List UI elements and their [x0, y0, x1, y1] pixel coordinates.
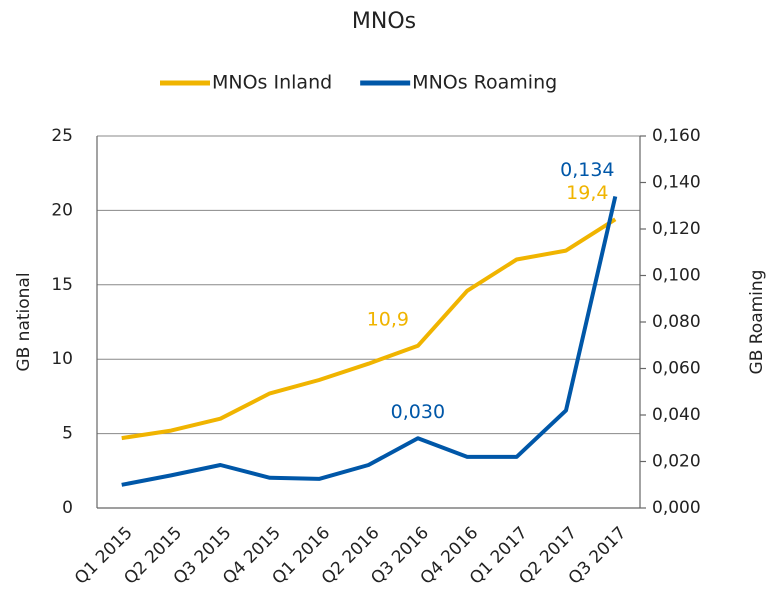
chart-title: MNOs [352, 9, 416, 34]
data-label: 10,9 [367, 308, 409, 330]
y2-tick-label: 0,060 [652, 359, 701, 379]
data-label: 0,134 [560, 159, 614, 181]
y2-tick-label: 0,120 [652, 219, 701, 239]
y-tick-label: 5 [62, 424, 73, 444]
y2-tick-label: 0,100 [652, 266, 701, 286]
y-tick-label: 20 [51, 200, 73, 220]
y2-tick-label: 0,080 [652, 312, 701, 332]
y2-tick-label: 0,040 [652, 405, 701, 425]
y2-tick-label: 0,160 [652, 126, 701, 146]
y2-tick-label: 0,140 [652, 173, 701, 193]
y-tick-label: 25 [51, 126, 73, 146]
y2-tick-label: 0,000 [652, 498, 701, 518]
y2-tick-label: 0,020 [652, 452, 701, 472]
y-tick-label: 15 [51, 275, 73, 295]
legend-label: MNOs Inland [212, 72, 332, 94]
y-tick-label: 0 [62, 498, 73, 518]
y-axis-label: GB national [14, 272, 34, 371]
y2-axis-label: GB Roaming [747, 270, 767, 375]
data-label: 0,030 [391, 401, 445, 423]
legend-label: MNOs Roaming [412, 72, 557, 94]
y-tick-label: 10 [51, 349, 73, 369]
data-label: 19,4 [566, 182, 608, 204]
line-series [121, 217, 617, 441]
line-series [121, 195, 618, 487]
